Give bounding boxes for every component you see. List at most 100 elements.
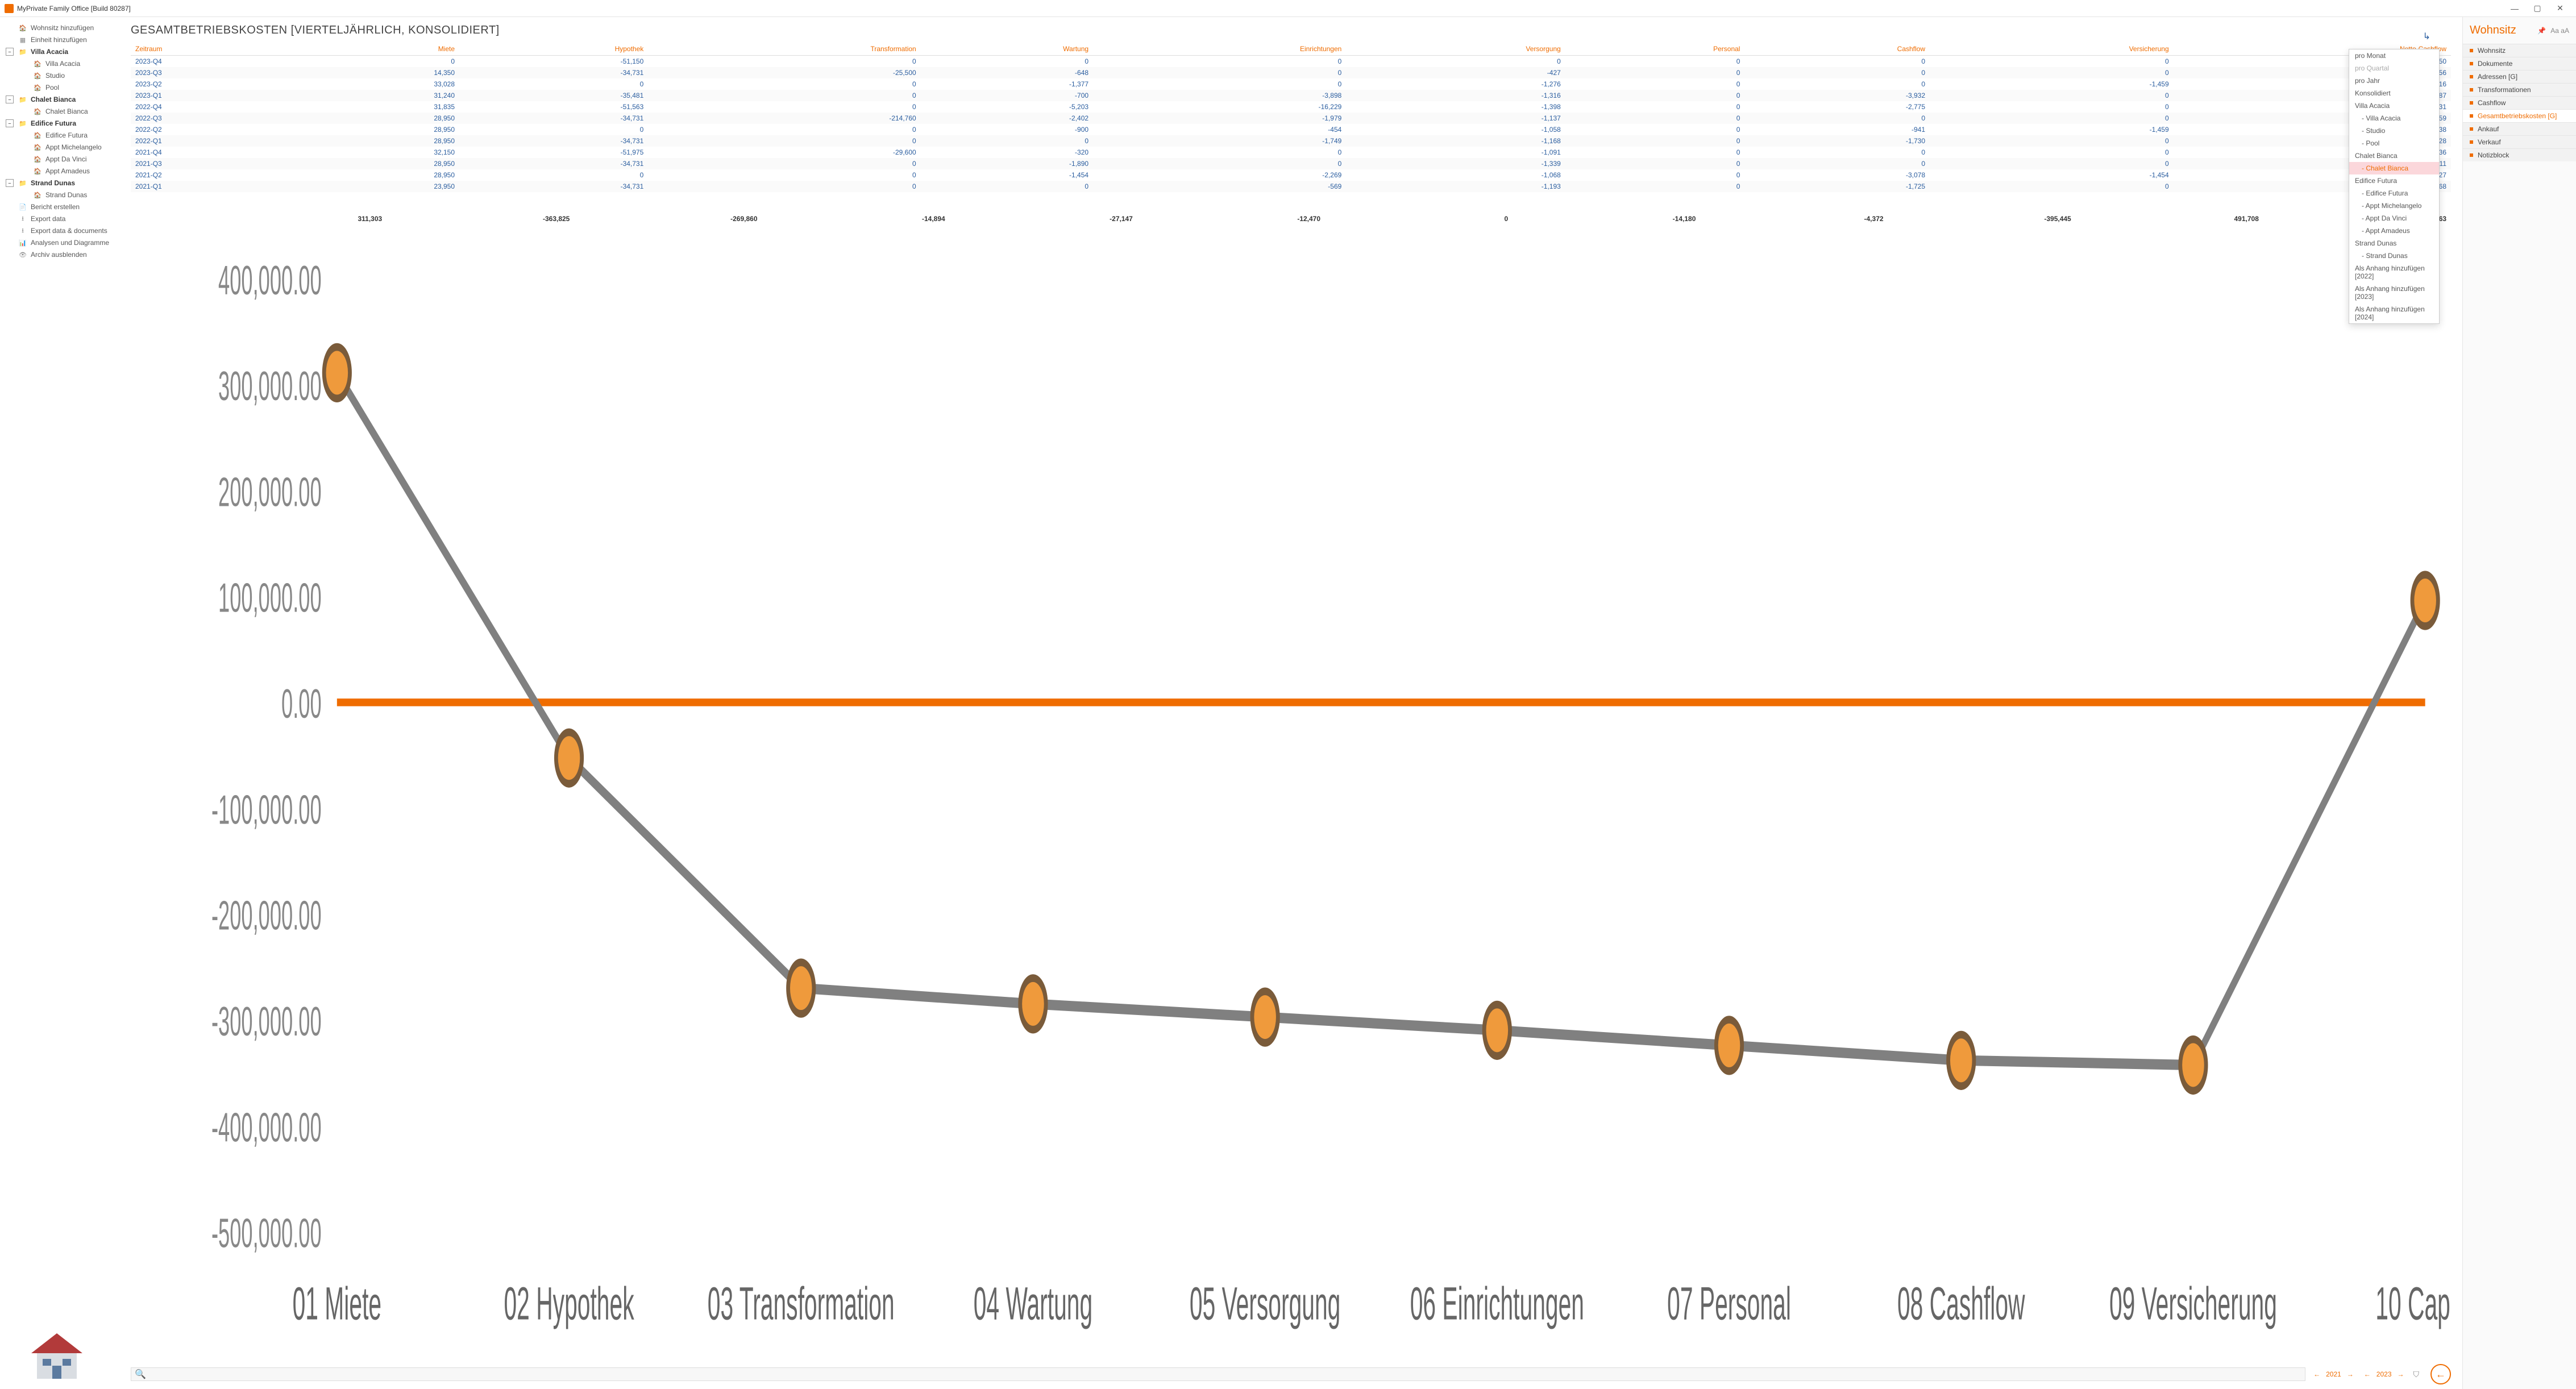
dropdown-item-10[interactable]: Edifice Futura xyxy=(2349,174,2439,187)
chart-point[interactable] xyxy=(324,347,350,399)
dropdown-item-3[interactable]: Konsolidiert xyxy=(2349,87,2439,99)
table-row[interactable]: 2022-Q328,950-34,731-214,760-2,402-1,979… xyxy=(131,113,2451,124)
close-button[interactable]: ✕ xyxy=(2549,3,2571,13)
dropdown-item-6[interactable]: - Studio xyxy=(2349,124,2439,137)
col-header[interactable]: Wartung xyxy=(921,43,1093,56)
chart-point[interactable] xyxy=(1948,1035,1974,1087)
col-header[interactable]: Cashflow xyxy=(1744,43,1930,56)
table-row[interactable]: 2021-Q228,95000-1,454-2,269-1,0680-3,078… xyxy=(131,169,2451,181)
dropdown-item-12[interactable]: - Appt Michelangelo xyxy=(2349,199,2439,212)
nav-action-4[interactable]: 👁Archiv ausblenden xyxy=(3,249,116,260)
chart-point[interactable] xyxy=(1020,978,1046,1030)
rpanel-link-4[interactable]: Cashflow xyxy=(2463,96,2576,109)
nav-item-2-3[interactable]: 🏠Appt Amadeus xyxy=(3,165,116,177)
table-row[interactable]: 2021-Q123,950-34,73100-569-1,1930-1,7250… xyxy=(131,181,2451,192)
year-control-left[interactable]: ← 2021 → xyxy=(2311,1369,2356,1379)
rpanel-link-5[interactable]: Gesamtbetriebskosten [G] xyxy=(2463,109,2576,122)
next-year-right-icon[interactable]: → xyxy=(2395,1369,2407,1379)
expander-icon[interactable]: – xyxy=(6,95,14,103)
table-row[interactable]: 2023-Q131,240-35,4810-700-3,898-1,3160-3… xyxy=(131,90,2451,101)
col-header[interactable]: Versorgung xyxy=(1346,43,1565,56)
dropdown-item-19[interactable]: Als Anhang hinzufügen [2024] xyxy=(2349,303,2439,323)
col-header[interactable]: Versicherung xyxy=(1930,43,2174,56)
chart-point[interactable] xyxy=(1252,991,1278,1043)
col-header[interactable]: Miete xyxy=(310,43,460,56)
expander-icon[interactable]: – xyxy=(6,48,14,56)
nav-item-0-2[interactable]: 🏠Pool xyxy=(3,82,116,93)
chart-point[interactable] xyxy=(1484,1005,1510,1057)
year-control-right[interactable]: ← 2023 → ⛉ xyxy=(2362,1369,2419,1379)
export-icon[interactable]: ↳ xyxy=(2423,31,2430,42)
chart-point[interactable] xyxy=(1716,1020,1742,1071)
filter-icon[interactable]: ⛉ xyxy=(2413,1370,2420,1379)
dropdown-item-9[interactable]: - Chalet Bianca xyxy=(2349,162,2439,174)
back-button[interactable]: ← xyxy=(2430,1364,2451,1384)
nav-item-3-0[interactable]: 🏠Strand Dunas xyxy=(3,189,116,201)
col-header[interactable]: Zeitraum xyxy=(131,43,310,56)
prev-year-right-icon[interactable]: ← xyxy=(2362,1369,2373,1379)
dropdown-item-7[interactable]: - Pool xyxy=(2349,137,2439,149)
maximize-button[interactable]: ▢ xyxy=(2526,3,2549,13)
expander-icon[interactable]: – xyxy=(6,119,14,127)
table-row[interactable]: 2021-Q328,950-34,7310-1,8900-1,339000-9,… xyxy=(131,158,2451,169)
nav-item-0-1[interactable]: 🏠Studio xyxy=(3,70,116,81)
nav-group-3[interactable]: –📁Strand Dunas xyxy=(3,177,116,189)
rpanel-link-2[interactable]: Adressen [G] xyxy=(2463,70,2576,83)
chart-point[interactable] xyxy=(2412,575,2438,626)
nav-group-2[interactable]: –📁Edifice Futura xyxy=(3,118,116,129)
nav-group-1[interactable]: –📁Chalet Bianca xyxy=(3,94,116,105)
prev-year-left-icon[interactable]: ← xyxy=(2311,1369,2322,1379)
dropdown-item-13[interactable]: - Appt Da Vinci xyxy=(2349,212,2439,224)
rpanel-link-3[interactable]: Transformationen xyxy=(2463,83,2576,96)
dropdown-item-11[interactable]: - Edifice Futura xyxy=(2349,187,2439,199)
nav-action-3[interactable]: 📊Analysen und Diagramme xyxy=(3,237,116,248)
dropdown-item-14[interactable]: - Appt Amadeus xyxy=(2349,224,2439,237)
dropdown-item-2[interactable]: pro Jahr xyxy=(2349,74,2439,87)
nav-add-unit[interactable]: ▦Einheit hinzufügen xyxy=(3,34,116,45)
nav-action-1[interactable]: ⭳Export data xyxy=(3,213,116,224)
nav-item-0-0[interactable]: 🏠Villa Acacia xyxy=(3,58,116,69)
table-row[interactable]: 2023-Q233,02800-1,3770-1,27600-1,45928,9… xyxy=(131,78,2451,90)
table-row[interactable]: 2023-Q40-51,1500000000-51,150 xyxy=(131,56,2451,68)
nav-item-2-2[interactable]: 🏠Appt Da Vinci xyxy=(3,153,116,165)
nav-item-2-0[interactable]: 🏠Edifice Futura xyxy=(3,130,116,141)
rpanel-link-7[interactable]: Verkauf xyxy=(2463,135,2576,148)
filter-dropdown[interactable]: pro Monatpro Quartalpro JahrKonsolidiert… xyxy=(2349,49,2440,324)
col-header[interactable]: Hypothek xyxy=(459,43,648,56)
rpanel-link-0[interactable]: Wohnsitz xyxy=(2463,44,2576,57)
nav-action-2[interactable]: ⭳Export data & documents xyxy=(3,225,116,236)
dropdown-item-16[interactable]: - Strand Dunas xyxy=(2349,249,2439,262)
table-row[interactable]: 2022-Q228,95000-900-454-1,0580-941-1,459… xyxy=(131,124,2451,135)
dropdown-item-17[interactable]: Als Anhang hinzufügen [2022] xyxy=(2349,262,2439,282)
minimize-button[interactable]: — xyxy=(2503,4,2526,13)
table-row[interactable]: 2022-Q128,950-34,73100-1,749-1,1680-1,73… xyxy=(131,135,2451,147)
rpanel-link-6[interactable]: Ankauf xyxy=(2463,122,2576,135)
nav-group-0[interactable]: –📁Villa Acacia xyxy=(3,46,116,57)
dropdown-item-1[interactable]: pro Quartal xyxy=(2349,62,2439,74)
col-header[interactable]: Transformation xyxy=(648,43,920,56)
col-header[interactable]: Personal xyxy=(1565,43,1745,56)
pin-icon[interactable]: 📌 xyxy=(2537,27,2546,35)
nav-action-0[interactable]: 📄Bericht erstellen xyxy=(3,201,116,213)
dropdown-item-15[interactable]: Strand Dunas xyxy=(2349,237,2439,249)
dropdown-item-8[interactable]: Chalet Bianca xyxy=(2349,149,2439,162)
dropdown-item-4[interactable]: Villa Acacia xyxy=(2349,99,2439,112)
chart-point[interactable] xyxy=(788,962,814,1014)
expander-icon[interactable]: – xyxy=(6,179,14,187)
nav-add-home[interactable]: 🏠Wohnsitz hinzufügen xyxy=(3,22,116,34)
table-row[interactable]: 2021-Q432,150-51,975-29,600-3200-1,09100… xyxy=(131,147,2451,158)
dropdown-item-0[interactable]: pro Monat xyxy=(2349,49,2439,62)
rpanel-link-8[interactable]: Notizblock xyxy=(2463,148,2576,161)
dropdown-item-18[interactable]: Als Anhang hinzufügen [2023] xyxy=(2349,282,2439,303)
next-year-left-icon[interactable]: → xyxy=(2345,1369,2356,1379)
nav-item-1-0[interactable]: 🏠Chalet Bianca xyxy=(3,106,116,117)
col-header[interactable]: Einrichtungen xyxy=(1093,43,1346,56)
rpanel-link-1[interactable]: Dokumente xyxy=(2463,57,2576,70)
nav-item-2-1[interactable]: 🏠Appt Michelangelo xyxy=(3,142,116,153)
dropdown-item-5[interactable]: - Villa Acacia xyxy=(2349,112,2439,124)
table-row[interactable]: 2023-Q314,350-34,731-25,500-6480-427000-… xyxy=(131,67,2451,78)
chart-point[interactable] xyxy=(556,732,581,784)
font-size-toggle[interactable]: Aa aA xyxy=(2550,27,2569,35)
search-input[interactable]: 🔍 xyxy=(131,1367,2305,1381)
chart-point[interactable] xyxy=(2180,1039,2206,1091)
